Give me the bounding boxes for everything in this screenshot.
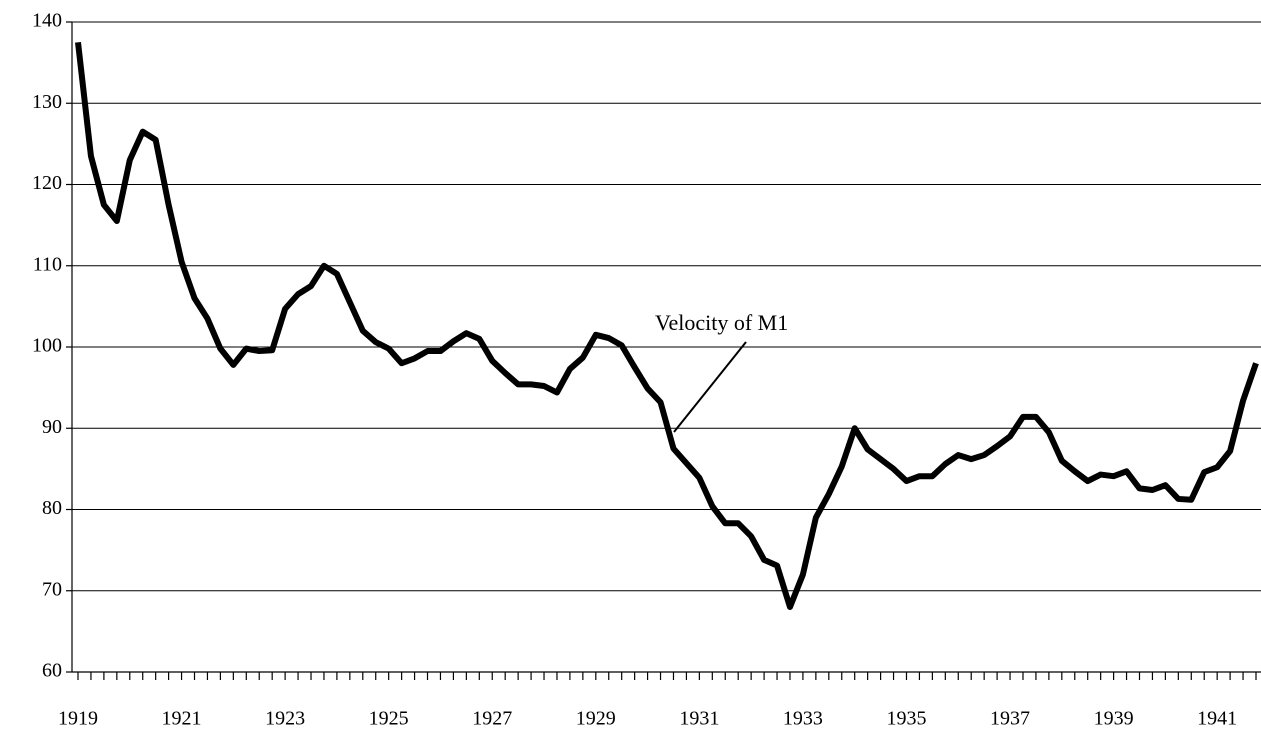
- data-line: [75, 41, 1259, 610]
- x-tick-label: 1921: [162, 708, 202, 730]
- y-tick-label: 70: [42, 578, 62, 600]
- x-tick-label: 1933: [783, 708, 823, 730]
- y-tick-label: 80: [42, 497, 62, 519]
- y-tick-label: 90: [42, 416, 62, 438]
- y-tick-label: 110: [33, 253, 62, 275]
- x-tick-label: 1935: [886, 708, 926, 730]
- x-tick-label: 1927: [472, 708, 512, 730]
- y-tick-label: 130: [32, 91, 62, 113]
- x-tick-label: 1919: [58, 708, 98, 730]
- y-tick-label: 100: [32, 335, 62, 357]
- y-tick-label: 120: [32, 172, 62, 194]
- x-tick-label: 1931: [679, 708, 719, 730]
- x-tick-label: 1925: [369, 708, 409, 730]
- x-tick-label: 1923: [265, 708, 305, 730]
- x-tick-label: 1939: [1094, 708, 1134, 730]
- x-tick-label: 1929: [576, 708, 616, 730]
- x-tick-label: 1937: [990, 708, 1030, 730]
- x-tick-label: 1941: [1197, 708, 1237, 730]
- y-tick-label: 60: [42, 660, 62, 682]
- annotation-leader: [673, 341, 747, 433]
- annotation: Velocity of M1: [655, 310, 788, 335]
- y-tick-label: 140: [32, 10, 62, 32]
